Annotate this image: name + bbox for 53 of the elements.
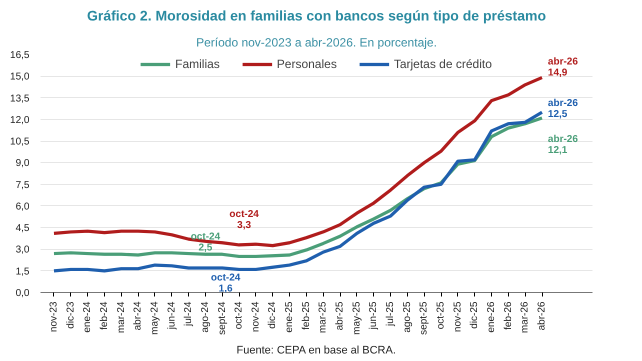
x-tick-label: may-25	[351, 301, 362, 335]
y-tick-label: 9,0	[16, 158, 30, 170]
annotation: oct-24 3,3	[229, 208, 260, 231]
chart-title: Gráfico 2. Morosidad en familias con bancos según tipo de préstamo	[87, 8, 546, 24]
x-tick-label: feb-24	[98, 301, 110, 330]
y-tick-label: 10,5	[10, 136, 30, 148]
legend-label: Familias	[175, 57, 220, 71]
x-tick-label: sept-25	[418, 301, 430, 335]
y-tick-label: 0,0	[16, 288, 30, 299]
x-tick-label: jul-25	[385, 301, 396, 327]
x-tick-label: abr-24	[132, 301, 144, 330]
x-tick-label: oct-25	[436, 301, 447, 330]
y-tick-label: 16,5	[10, 50, 30, 61]
y-tick-label: 1,5	[16, 266, 30, 278]
x-tick-label: may-24	[149, 301, 160, 335]
x-tick-label: mar-25	[318, 301, 329, 334]
x-tick-label: dic-24	[267, 301, 278, 329]
annotation: oct-24 2,5	[190, 231, 221, 254]
x-tick-label: ago-24	[200, 301, 211, 333]
x-tick-label: feb-26	[502, 301, 514, 330]
x-tick-label: jul-24	[183, 301, 194, 327]
y-tick-label: 7,5	[16, 180, 30, 191]
y-tick-label: 3,0	[16, 244, 30, 256]
y-tick-label: 6,0	[16, 201, 30, 212]
y-tick-label: 4,5	[16, 223, 30, 234]
legend-label: Personales	[276, 57, 337, 71]
chart-subtitle: Período nov-2023 a abr-2026. En porcentaje.	[196, 36, 437, 50]
x-tick-label: jun-24	[166, 301, 178, 330]
y-tick-label: 12,0	[10, 114, 30, 126]
x-tick-label: ene-24	[82, 301, 94, 333]
x-tick-label: dic-23	[65, 301, 76, 329]
x-tick-label: mar-24	[116, 301, 127, 334]
legend-label: Tarjetas de crédito	[394, 57, 492, 71]
annotation: abr-26 14,9	[548, 56, 578, 79]
annotation: abr-26 12,5	[548, 98, 578, 120]
x-tick-label: dic-25	[469, 301, 480, 329]
x-tick-label: jun-25	[368, 301, 380, 330]
y-tick-label: 15,0	[10, 72, 30, 83]
x-tick-label: sept-24	[216, 301, 228, 335]
x-tick-label: feb-25	[300, 301, 312, 330]
annotation: abr-26 12,1	[548, 134, 578, 156]
x-tick-label: nov-25	[452, 301, 464, 332]
y-tick-label: 13,5	[10, 93, 30, 104]
x-tick-label: oct-24	[234, 301, 245, 330]
x-tick-label: mar-26	[520, 301, 531, 334]
x-tick-label: abr-25	[334, 301, 346, 330]
x-tick-label: ago-25	[402, 301, 413, 333]
x-tick-label: ene-26	[486, 301, 498, 333]
x-tick-label: abr-26	[536, 301, 548, 330]
x-tick-label: nov-23	[48, 301, 60, 332]
x-tick-label: ene-25	[284, 301, 296, 333]
source-note: Fuente: CEPA en base al BCRA.	[236, 344, 396, 356]
x-tick-label: nov-24	[250, 301, 262, 332]
